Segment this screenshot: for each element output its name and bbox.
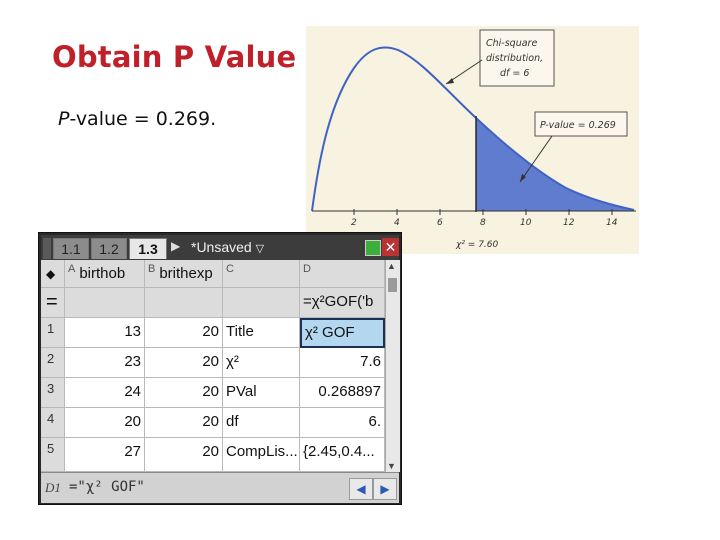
column-letter: A	[68, 263, 76, 275]
vertical-scrollbar[interactable]: ▲ ▼	[385, 260, 400, 472]
cell-c5[interactable]: CompLis...	[223, 438, 300, 472]
x-tick-label: 2	[351, 218, 357, 228]
column-header-c[interactable]: C	[223, 260, 300, 288]
cell-a4[interactable]: 20	[65, 408, 145, 438]
cell-a1[interactable]: 13	[65, 318, 145, 348]
chi-square-figure: 2 4 6 8 10 12 14 χ² = 7.60 Chi-square di…	[306, 26, 639, 254]
curve-annotation-line: distribution,	[486, 53, 543, 64]
column-letter: D	[303, 263, 311, 275]
row-number[interactable]: 3	[41, 378, 65, 408]
p-value-text: -value = 0.269.	[69, 108, 217, 130]
formula-row-label: =	[41, 288, 65, 318]
scrollbar-thumb[interactable]	[388, 278, 397, 292]
column-header-d[interactable]: D	[300, 260, 385, 288]
curve-annotation-box	[479, 29, 555, 87]
cell-d2[interactable]: 7.6	[300, 348, 385, 378]
tab-bar: 1.1 1.2 1.3 ▶ *Unsaved ▽ ✕	[41, 235, 399, 260]
x-tick-label: 12	[563, 218, 575, 228]
curve-annotation-line: df = 6	[500, 68, 529, 79]
density-curve	[311, 46, 635, 212]
cell-c4[interactable]: df	[223, 408, 300, 438]
settings-icon: ◆	[46, 267, 56, 281]
battery-icon	[365, 240, 381, 256]
x-tick-label: 6	[437, 218, 443, 228]
cell-a2[interactable]: 23	[65, 348, 145, 378]
tab-scroll-left-icon[interactable]	[43, 238, 51, 259]
curve-annotation-arrowhead	[446, 78, 454, 84]
x-axis-ticks	[353, 209, 613, 215]
column-name: birthob	[79, 265, 126, 282]
x-tick-label: 4	[394, 218, 400, 228]
cell-d1-selected[interactable]: χ² GOF	[300, 318, 385, 348]
row-number[interactable]: 1	[41, 318, 65, 348]
document-name[interactable]: *Unsaved ▽	[191, 239, 264, 255]
tab-1-2[interactable]: 1.2	[91, 238, 127, 259]
cell-d5[interactable]: {2.45,0.4...	[300, 438, 385, 472]
p-value-shaded-area	[476, 118, 634, 211]
p-annotation-box	[534, 111, 628, 137]
corner-header[interactable]: ◆	[41, 260, 65, 288]
entry-line: D1 ="χ² GOF" ◀ ▶	[41, 472, 399, 503]
formula-cell-d[interactable]: =χ²GOF('b	[300, 288, 385, 318]
chi-value-label: χ² = 7.60	[455, 240, 499, 250]
p-annotation-text: P-value = 0.269	[540, 120, 616, 131]
scroll-down-icon[interactable]: ▼	[387, 461, 396, 471]
arrow-right-icon[interactable]: ▶	[373, 478, 397, 500]
cell-c1[interactable]: Title	[223, 318, 300, 348]
formula-cell-c[interactable]	[223, 288, 300, 318]
tab-1-1[interactable]: 1.1	[53, 238, 89, 259]
curve-annotation-line: Chi-square	[486, 38, 537, 49]
cell-b4[interactable]: 20	[145, 408, 223, 438]
cell-a5[interactable]: 27	[65, 438, 145, 472]
entry-cell-reference: D1	[45, 480, 61, 495]
row-number[interactable]: 4	[41, 408, 65, 438]
cell-c2[interactable]: χ²	[223, 348, 300, 378]
cell-b2[interactable]: 20	[145, 348, 223, 378]
cell-b5[interactable]: 20	[145, 438, 223, 472]
tab-scroll-right-icon[interactable]: ▶	[171, 239, 181, 253]
cell-b3[interactable]: 20	[145, 378, 223, 408]
entry-input[interactable]: ="χ² GOF"	[69, 479, 145, 495]
column-name: brithexp	[159, 265, 213, 282]
cell-d3[interactable]: 0.268897	[300, 378, 385, 408]
chevron-down-icon: ▽	[255, 243, 265, 255]
tab-1-3[interactable]: 1.3	[129, 238, 167, 259]
cell-b1[interactable]: 20	[145, 318, 223, 348]
slide-title: Obtain P Value	[52, 40, 297, 74]
document-name-label: *Unsaved	[191, 239, 252, 255]
x-tick-label: 10	[520, 218, 532, 228]
column-letter: C	[226, 263, 234, 275]
row-number[interactable]: 2	[41, 348, 65, 378]
chi-square-plot: 2 4 6 8 10 12 14 χ² = 7.60 Chi-square di…	[311, 29, 636, 250]
p-annotation-arrow	[519, 135, 553, 183]
p-annotation-arrowhead	[520, 174, 526, 182]
cell-d4[interactable]: 6.	[300, 408, 385, 438]
arrow-left-icon[interactable]: ◀	[349, 478, 373, 500]
row-number[interactable]: 5	[41, 438, 65, 472]
p-italic: P	[58, 108, 70, 130]
formula-cell-a[interactable]	[65, 288, 145, 318]
x-tick-label: 14	[606, 218, 618, 228]
formula-cell-b[interactable]	[145, 288, 223, 318]
cell-c3[interactable]: PVal	[223, 378, 300, 408]
x-tick-label: 8	[480, 218, 486, 228]
cell-a3[interactable]: 24	[65, 378, 145, 408]
column-letter: B	[148, 263, 156, 275]
scroll-up-icon[interactable]: ▲	[387, 261, 396, 271]
p-value-line: P-value = 0.269.	[58, 108, 216, 130]
close-icon[interactable]: ✕	[382, 238, 399, 256]
